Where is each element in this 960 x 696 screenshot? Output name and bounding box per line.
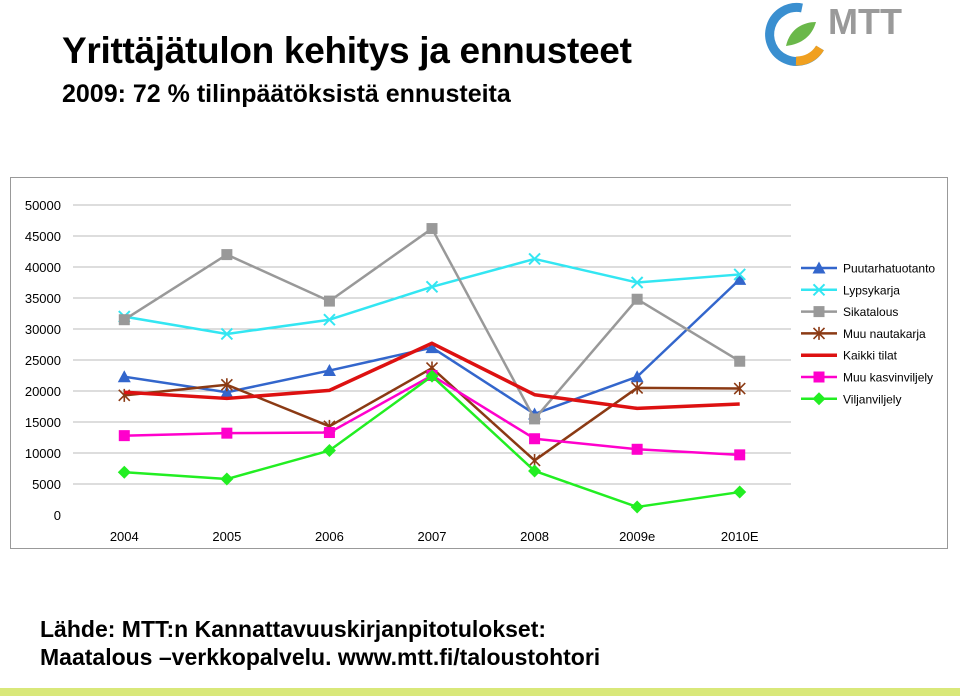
data-point xyxy=(631,443,643,455)
data-point xyxy=(118,430,130,442)
legend-marker xyxy=(812,392,826,406)
data-point xyxy=(221,249,233,261)
data-point xyxy=(528,252,541,266)
data-point xyxy=(220,378,233,392)
data-point xyxy=(220,327,234,341)
x-tick-label: 2009e xyxy=(619,529,655,544)
page-title: Yrittäjätulon kehitys ja ennusteet xyxy=(62,30,632,71)
series-line xyxy=(124,257,740,336)
data-point xyxy=(733,485,747,499)
x-tick-label: 2008 xyxy=(520,529,549,544)
page-subtitle: 2009: 72 % tilinpäätöksistä ennusteita xyxy=(62,80,511,108)
y-tick-label: 15000 xyxy=(25,415,61,430)
data-point xyxy=(733,272,747,285)
data-point xyxy=(425,280,439,294)
x-tick-label: 2006 xyxy=(315,529,344,544)
data-point xyxy=(425,369,439,383)
data-point xyxy=(323,295,335,307)
legend-marker xyxy=(812,283,826,297)
y-tick-label: 45000 xyxy=(25,229,61,244)
series-line xyxy=(124,374,740,509)
source-note: Lähde: MTT:n Kannattavuuskirjanpitotulok… xyxy=(40,615,600,671)
source-line-1: Lähde: MTT:n Kannattavuuskirjanpitotulok… xyxy=(40,616,547,642)
legend-label: Muu kasvinviljely xyxy=(843,371,933,385)
legend-marker xyxy=(812,261,826,274)
y-tick-label: 35000 xyxy=(25,291,61,306)
line-chart: 0 5000 10000 15000 20000 25000 30000 35000 40000… xyxy=(25,198,936,544)
legend-label: Puutarhatuotanto xyxy=(843,262,935,276)
data-point xyxy=(117,465,131,479)
data-point xyxy=(733,268,746,281)
bottom-bar xyxy=(0,688,960,696)
data-point xyxy=(323,427,335,439)
y-tick-label: 50000 xyxy=(25,198,61,213)
y-tick-label: 30000 xyxy=(25,322,61,337)
legend-marker xyxy=(813,306,825,318)
legend-marker xyxy=(812,326,826,340)
x-tick-label: 2007 xyxy=(418,529,447,544)
data-point xyxy=(630,500,644,514)
logo-text: MTT xyxy=(828,1,902,42)
source-line-2: Maatalous –verkkopalvelu. www.mtt.fi/tal… xyxy=(40,644,601,670)
data-point xyxy=(322,444,336,458)
legend-label: Muu nautakarja xyxy=(843,327,926,341)
data-point xyxy=(220,385,234,398)
data-point xyxy=(631,293,643,305)
data-point xyxy=(221,427,233,439)
y-tick-label: 5000 xyxy=(32,477,61,492)
data-point xyxy=(630,370,644,383)
data-point xyxy=(117,370,131,383)
data-point xyxy=(425,341,439,354)
x-tick-label: 2005 xyxy=(212,529,241,544)
y-tick-label: 20000 xyxy=(25,384,61,399)
mtt-logo: MTT xyxy=(765,1,902,66)
legend-label: Lypsykarja xyxy=(843,283,900,297)
legend-marker xyxy=(813,371,825,383)
data-point xyxy=(528,464,542,478)
data-point xyxy=(426,223,438,235)
y-tick-label: 25000 xyxy=(25,353,61,368)
data-point xyxy=(529,413,541,425)
x-tick-label: 2004 xyxy=(110,529,139,544)
legend-label: Kaikki tilat xyxy=(843,349,898,363)
y-tick-label: 10000 xyxy=(25,446,61,461)
data-point xyxy=(118,314,130,326)
data-point xyxy=(733,382,746,396)
data-point xyxy=(529,433,541,445)
data-point xyxy=(322,364,336,377)
y-tick-label: 0 xyxy=(54,508,61,523)
legend-label: Sikatalous xyxy=(843,305,898,319)
series-line xyxy=(124,341,740,411)
data-point xyxy=(630,276,644,289)
y-tick-label: 40000 xyxy=(25,260,61,275)
data-point xyxy=(220,472,234,486)
x-tick-label: 2010E xyxy=(721,529,759,544)
data-point xyxy=(734,355,746,367)
data-point xyxy=(734,449,746,461)
chart-frame: 0 5000 10000 15000 20000 25000 30000 35000 40000… xyxy=(10,177,948,549)
data-point xyxy=(631,381,644,395)
legend-label: Viljanviljely xyxy=(843,392,901,406)
data-point xyxy=(323,313,336,326)
